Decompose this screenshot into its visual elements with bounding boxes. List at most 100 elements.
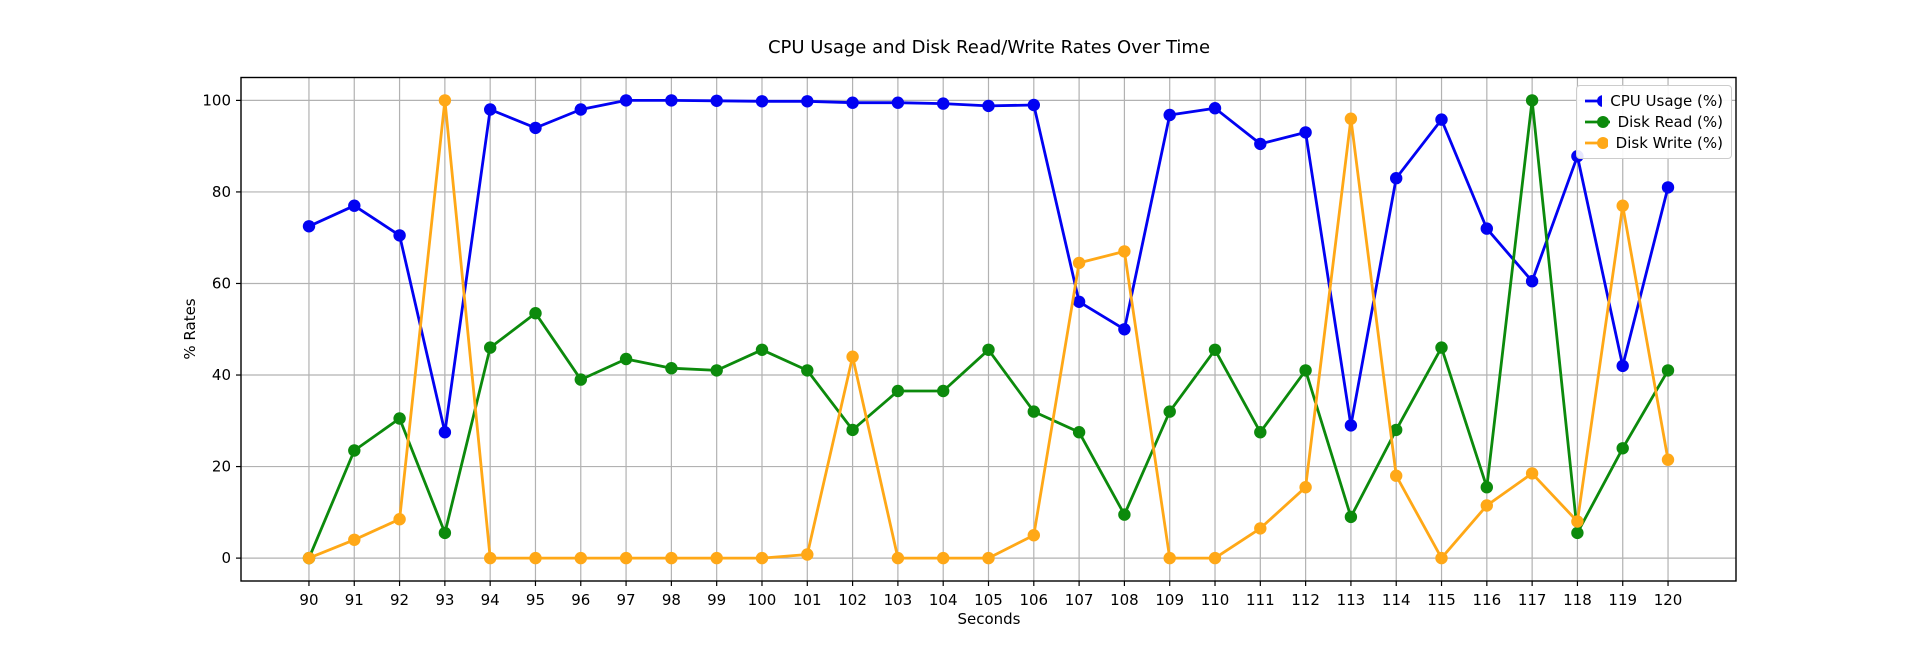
- data-point-cpu-usage: [846, 96, 859, 109]
- y-tick-label: 80: [212, 183, 231, 201]
- data-point-cpu-usage: [937, 97, 950, 110]
- legend-item-disk-write: Disk Write (%): [1583, 133, 1723, 153]
- legend: CPU Usage (%) Disk Read (%) Disk Write (%): [1576, 85, 1732, 159]
- data-point-disk-write: [574, 551, 587, 565]
- data-point-cpu-usage: [484, 103, 497, 116]
- x-tick-label: 98: [662, 591, 681, 609]
- x-tick-label: 92: [390, 591, 409, 609]
- data-point-disk-read: [619, 352, 633, 366]
- data-point-cpu-usage: [1208, 102, 1222, 115]
- data-point-cpu-usage: [1525, 275, 1539, 288]
- data-point-disk-write: [1390, 469, 1403, 482]
- data-point-cpu-usage: [1344, 419, 1358, 432]
- x-tick-label: 113: [1337, 591, 1366, 609]
- data-point-disk-read: [755, 343, 769, 356]
- x-tick-label: 114: [1382, 591, 1411, 609]
- data-point-disk-read: [1299, 364, 1312, 377]
- x-tick-label: 106: [1019, 591, 1048, 609]
- data-point-cpu-usage: [1072, 295, 1086, 308]
- data-point-disk-read: [1390, 423, 1403, 437]
- data-point-disk-write: [1299, 481, 1312, 494]
- data-point-disk-write: [665, 551, 678, 565]
- data-point-disk-write: [1571, 515, 1584, 528]
- x-tick-label: 91: [345, 591, 364, 609]
- data-point-cpu-usage: [529, 121, 542, 135]
- x-tick-label: 103: [884, 591, 913, 609]
- data-point-disk-write: [1254, 522, 1267, 535]
- data-point-disk-read: [1435, 341, 1448, 354]
- data-point-disk-read: [1661, 364, 1675, 377]
- data-point-disk-write: [891, 551, 905, 565]
- legend-line-sample-icon: [1585, 95, 1603, 107]
- data-point-cpu-usage: [1254, 137, 1267, 151]
- data-point-disk-write: [1525, 467, 1539, 480]
- data-point-disk-read: [1525, 94, 1539, 107]
- legend-item-disk-read: Disk Read (%): [1583, 112, 1723, 132]
- x-tick-label: 110: [1201, 591, 1230, 609]
- data-point-cpu-usage: [1480, 222, 1494, 235]
- data-point-disk-write: [1208, 551, 1222, 565]
- legend-item-cpu-usage: CPU Usage (%): [1583, 91, 1723, 111]
- legend-label: Disk Read (%): [1617, 113, 1723, 131]
- data-point-disk-read: [438, 526, 452, 540]
- data-point-cpu-usage: [710, 94, 723, 108]
- data-point-disk-write: [937, 551, 950, 565]
- x-tick-label: 115: [1427, 591, 1456, 609]
- data-point-disk-read: [484, 341, 497, 354]
- x-tick-label: 95: [526, 591, 545, 609]
- data-point-disk-write: [529, 551, 542, 565]
- x-tick-label: 104: [929, 591, 958, 609]
- x-tick-label: 109: [1155, 591, 1184, 609]
- data-point-disk-read: [1208, 343, 1222, 356]
- data-point-disk-write: [1163, 551, 1176, 565]
- data-point-disk-write: [1027, 529, 1041, 542]
- x-tick-label: 102: [838, 591, 867, 609]
- data-point-disk-read: [348, 444, 361, 457]
- data-point-disk-read: [982, 343, 995, 356]
- data-point-disk-write: [302, 551, 316, 565]
- x-tick-label: 100: [748, 591, 777, 609]
- legend-label: Disk Write (%): [1615, 134, 1723, 152]
- data-point-cpu-usage: [1616, 359, 1629, 373]
- data-point-disk-read: [1254, 426, 1267, 439]
- data-point-disk-write: [1344, 112, 1358, 125]
- y-tick-label: 100: [202, 91, 231, 109]
- data-point-disk-write: [1480, 499, 1494, 512]
- data-point-disk-write: [484, 551, 497, 565]
- x-tick-label: 117: [1518, 591, 1547, 609]
- x-axis-label: Seconds: [957, 610, 1021, 628]
- data-point-disk-read: [1118, 508, 1131, 521]
- data-point-disk-read: [710, 364, 723, 377]
- y-tick-label: 60: [212, 274, 231, 292]
- data-point-disk-write: [619, 551, 633, 565]
- x-tick-label: 93: [435, 591, 454, 609]
- data-point-cpu-usage: [1435, 113, 1448, 126]
- legend-label: CPU Usage (%): [1610, 92, 1723, 110]
- data-point-disk-read: [1344, 510, 1358, 524]
- data-point-disk-write: [1616, 199, 1629, 212]
- data-point-cpu-usage: [1299, 126, 1312, 139]
- data-point-disk-write: [846, 350, 859, 363]
- x-tick-label: 112: [1291, 591, 1320, 609]
- data-point-cpu-usage: [302, 220, 316, 233]
- data-point-disk-write: [710, 551, 723, 565]
- data-point-disk-write: [438, 94, 452, 107]
- chart-title: CPU Usage and Disk Read/Write Rates Over…: [767, 37, 1211, 58]
- x-tick-label: 119: [1608, 591, 1637, 609]
- data-point-disk-write: [1661, 453, 1675, 466]
- y-tick-label: 20: [212, 458, 231, 476]
- data-point-cpu-usage: [755, 95, 769, 108]
- data-point-disk-read: [393, 412, 406, 425]
- data-point-cpu-usage: [438, 426, 452, 439]
- data-point-cpu-usage: [1118, 323, 1131, 336]
- data-point-cpu-usage: [891, 96, 905, 109]
- data-point-disk-read: [529, 307, 542, 320]
- data-point-disk-write: [1118, 245, 1131, 258]
- data-point-disk-read: [1616, 442, 1629, 455]
- data-point-disk-read: [801, 364, 814, 377]
- x-tick-label: 105: [974, 591, 1003, 609]
- x-tick-label: 90: [299, 591, 318, 609]
- x-tick-label: 97: [617, 591, 636, 609]
- x-tick-label: 118: [1563, 591, 1592, 609]
- x-tick-label: 108: [1110, 591, 1139, 609]
